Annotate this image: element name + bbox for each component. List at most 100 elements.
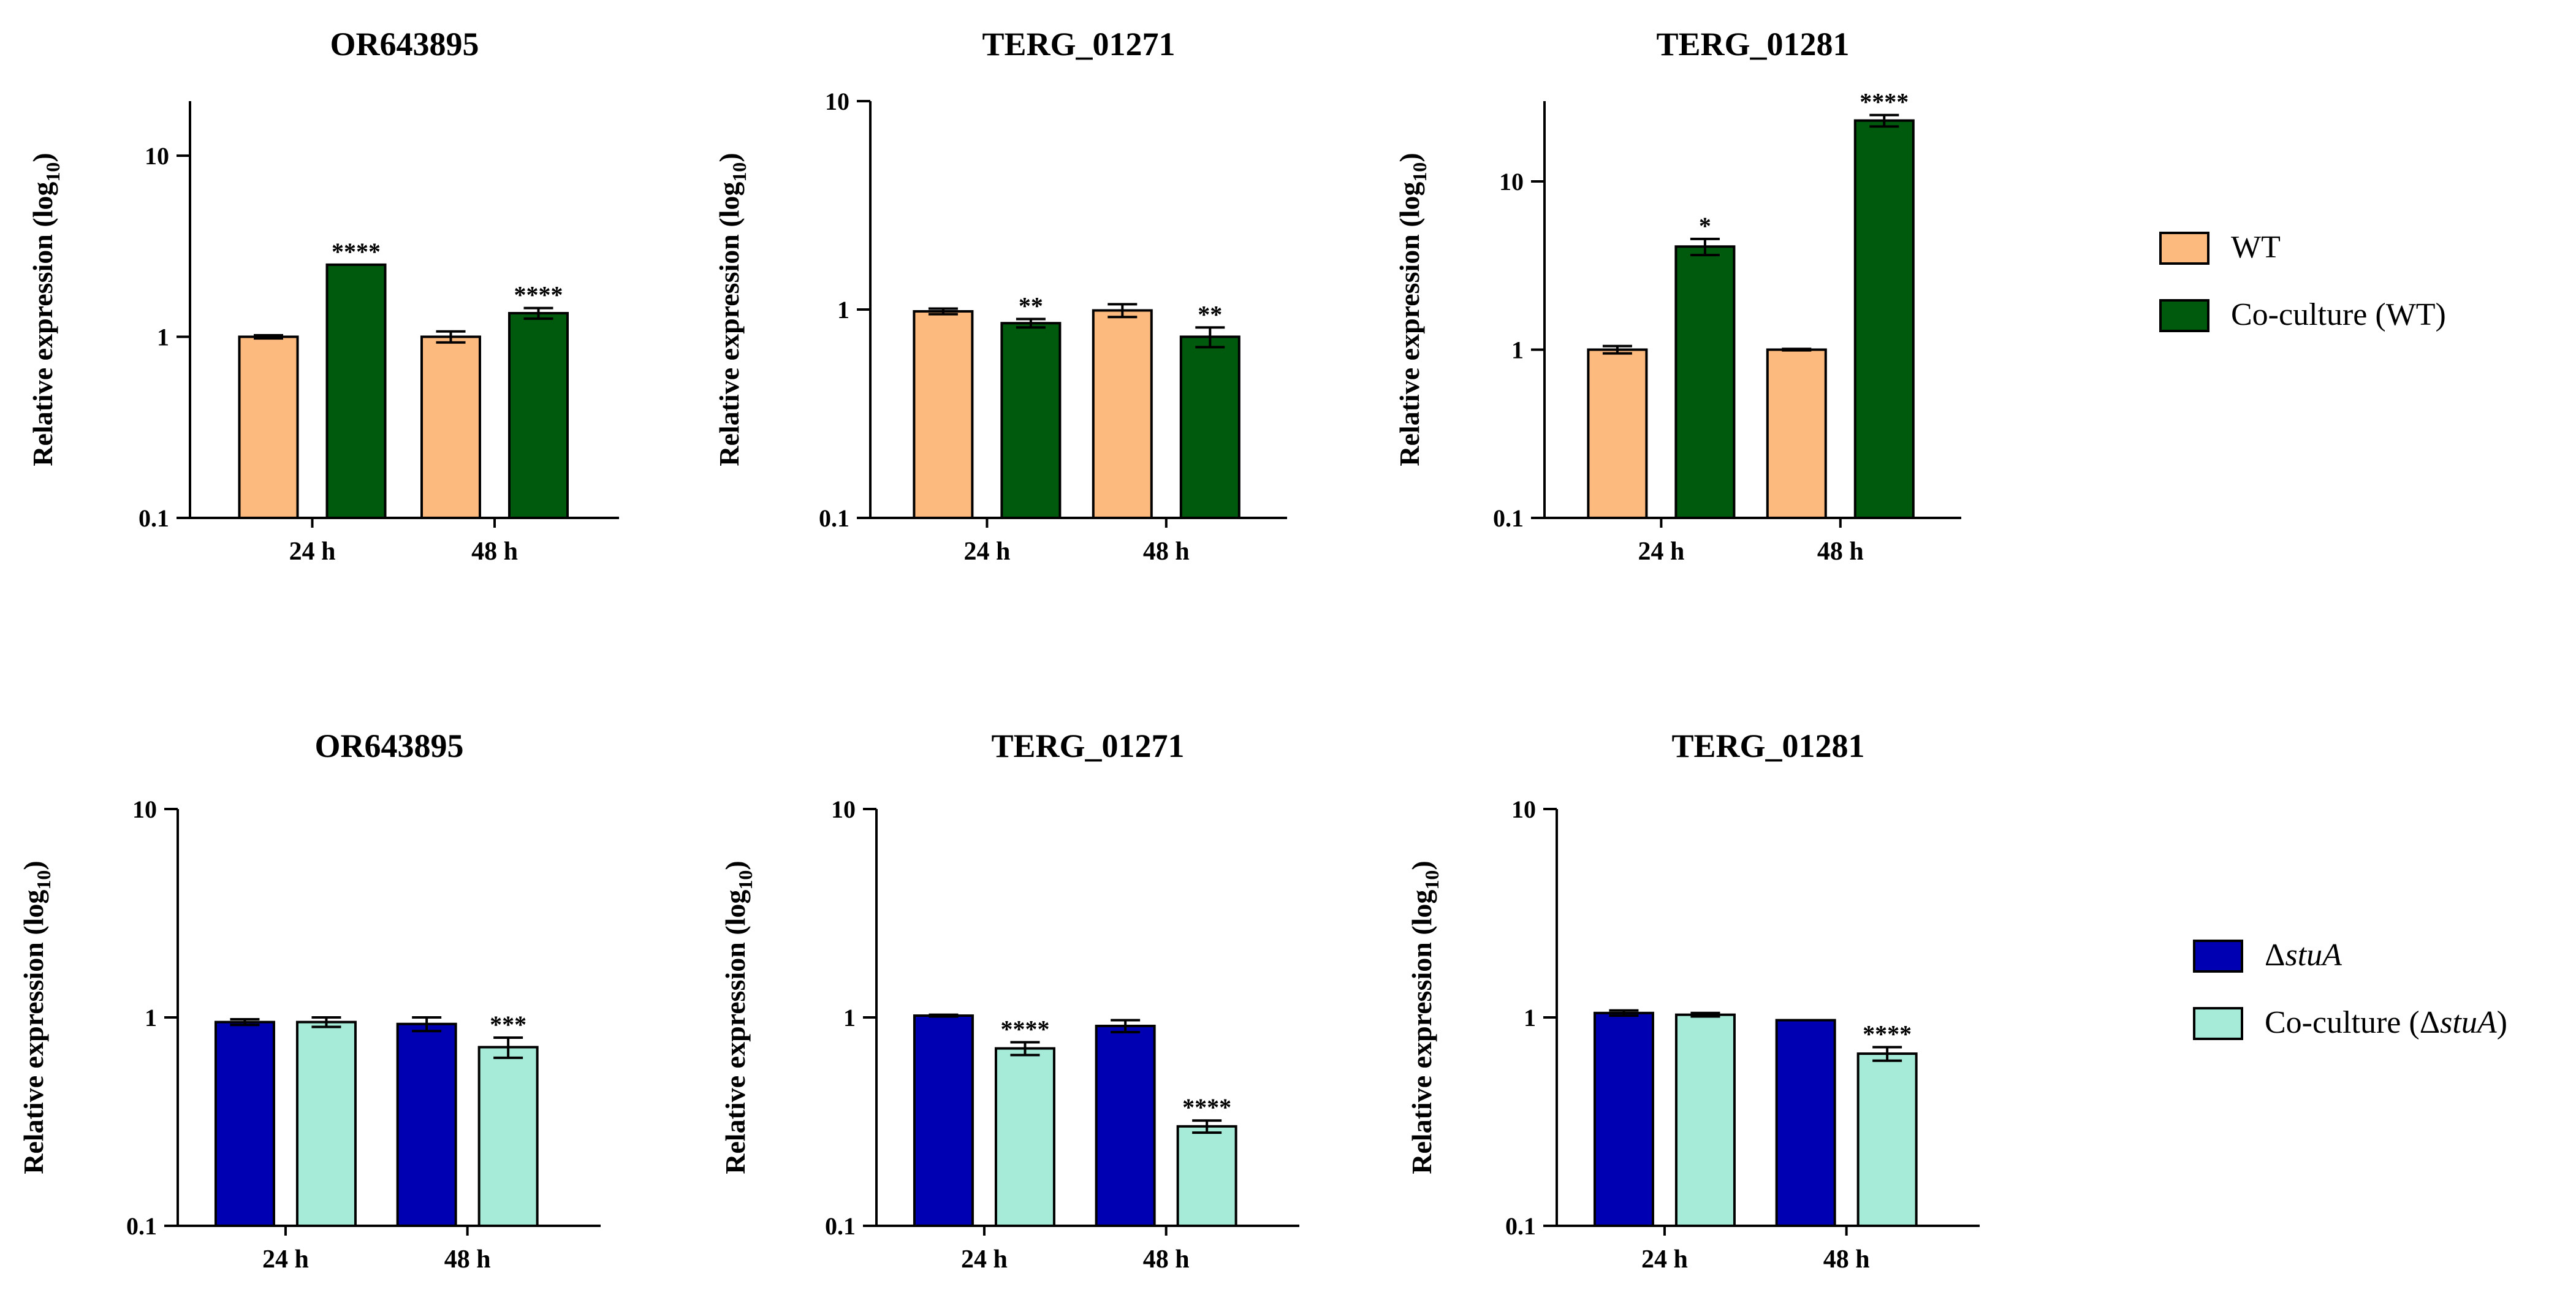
x-tick-label: 24 h: [1638, 538, 1684, 566]
significance-label: ****: [1000, 1016, 1049, 1043]
significance-label: **: [1019, 292, 1043, 320]
y-tick-label: 0.1: [126, 1212, 157, 1240]
legend-swatch: [2193, 1007, 2243, 1040]
error-bar: [929, 1013, 959, 1018]
y-tick-label: 10: [831, 796, 856, 823]
y-tick-label: 0.1: [139, 504, 169, 532]
chart-panel-5: TERG_01271 Relative expression (log10) ***…: [720, 728, 1299, 1274]
error-bar: [1195, 326, 1225, 349]
chart-title: TERG_01281: [1671, 728, 1864, 764]
y-tick-label: 0.1: [825, 1212, 856, 1240]
y-tick-label: 0.1: [819, 504, 849, 532]
significance-label: ****: [514, 281, 563, 309]
y-tick-label: 0.1: [1493, 504, 1524, 532]
significance-label: ****: [1182, 1093, 1231, 1121]
chart-panel-1: OR643895 Relative expression (log10) **** 2…: [27, 26, 619, 566]
x-tick-label: 24 h: [262, 1245, 309, 1274]
significance-label: ****: [1863, 1020, 1912, 1048]
bar: [238, 335, 299, 519]
error-bar: [1690, 1011, 1720, 1018]
bar: [214, 1020, 275, 1227]
y-tick-label: 1: [837, 296, 849, 324]
legend-1: WT Co-culture (WT): [2159, 230, 2446, 332]
y-axis-label: Relative expression (log10): [713, 153, 750, 466]
bar: [1674, 245, 1736, 519]
error-bar: [230, 1017, 260, 1027]
bar: [508, 311, 569, 519]
error-bar: [412, 1016, 442, 1033]
bar: [1587, 348, 1648, 519]
bar: [1176, 1125, 1237, 1228]
x-tick-label: 24 h: [289, 538, 336, 566]
x-tick-label: 24 h: [1641, 1245, 1688, 1274]
significance-label: ****: [1860, 88, 1909, 116]
significance-label: ***: [490, 1011, 526, 1038]
bar: [1092, 309, 1153, 519]
error-bar: [928, 307, 958, 316]
bar: [325, 263, 387, 519]
error-bar: [1869, 113, 1899, 128]
x-tick-label: 48 h: [471, 538, 518, 566]
y-tick-label: 10: [145, 142, 169, 170]
x-tick-label: 48 h: [1817, 538, 1864, 566]
error-bar: [1010, 1041, 1040, 1057]
legend-label: ΔstuA: [2265, 938, 2342, 973]
bar: [1593, 1011, 1654, 1228]
x-tick-label: 24 h: [963, 538, 1010, 566]
y-tick-label: 1: [1511, 336, 1524, 363]
bar: [1853, 119, 1915, 520]
significance-label: *: [1699, 212, 1711, 240]
x-tick-label: 24 h: [961, 1245, 1008, 1274]
x-tick-label: 48 h: [1143, 538, 1190, 566]
y-tick-label: 10: [1511, 796, 1536, 823]
legend-2: ΔstuA Co-culture (ΔstuA): [2193, 938, 2507, 1040]
y-tick-label: 10: [132, 796, 157, 823]
legend-label: Co-culture (WT): [2231, 297, 2446, 332]
error-bar: [1609, 1009, 1639, 1017]
chart-title: TERG_01281: [1656, 26, 1849, 63]
error-bar: [1602, 344, 1632, 355]
legend-label: WT: [2231, 230, 2281, 265]
error-bar: [493, 1036, 523, 1059]
bar: [1000, 322, 1062, 519]
chart-title: TERG_01271: [982, 26, 1175, 63]
x-tick-label: 48 h: [1823, 1245, 1870, 1274]
x-tick-label: 48 h: [444, 1245, 491, 1274]
bar: [295, 1020, 357, 1227]
significance-label: ****: [332, 238, 381, 265]
bar: [1775, 1019, 1836, 1227]
chart-panel-2: TERG_01271 Relative expression (log10) ** 2…: [713, 26, 1287, 566]
error-bar: [1192, 1119, 1222, 1134]
y-tick-label: 10: [1499, 168, 1524, 196]
error-bar: [1016, 317, 1046, 329]
y-tick-label: 0.1: [1505, 1212, 1536, 1240]
chart-panel-4: OR643895 Relative expression (log10) 24 h *…: [18, 728, 601, 1274]
error-bar: [523, 306, 553, 320]
error-bar: [1108, 303, 1138, 319]
x-tick-label: 48 h: [1143, 1245, 1190, 1274]
y-axis-label: Relative expression (log10): [27, 153, 64, 466]
y-tick-label: 1: [1524, 1004, 1536, 1032]
chart-title: OR643895: [330, 26, 479, 63]
y-axis-label: Relative expression (log10): [720, 861, 756, 1174]
y-tick-label: 10: [825, 88, 849, 115]
bar: [1856, 1052, 1918, 1227]
error-bar: [436, 330, 466, 344]
error-bar: [1782, 348, 1812, 352]
legend-swatch: [2193, 940, 2243, 973]
y-axis-label: Relative expression (log10): [1406, 861, 1443, 1174]
bar: [1766, 348, 1827, 519]
error-bar: [254, 333, 283, 340]
y-tick-label: 1: [145, 1004, 157, 1032]
bar: [477, 1046, 539, 1227]
y-axis-label: Relative expression (log10): [1394, 153, 1430, 466]
bar: [994, 1047, 1055, 1227]
legend-swatch: [2159, 232, 2209, 265]
chart-panel-6: TERG_01281 Relative expression (log10) 24 …: [1406, 728, 1980, 1274]
chart-panel-3: TERG_01281 Relative expression (log10) * 24…: [1394, 26, 1961, 566]
bar: [420, 335, 481, 519]
error-bar: [1111, 1019, 1141, 1033]
bar: [396, 1022, 457, 1228]
y-tick-label: 1: [157, 323, 169, 351]
